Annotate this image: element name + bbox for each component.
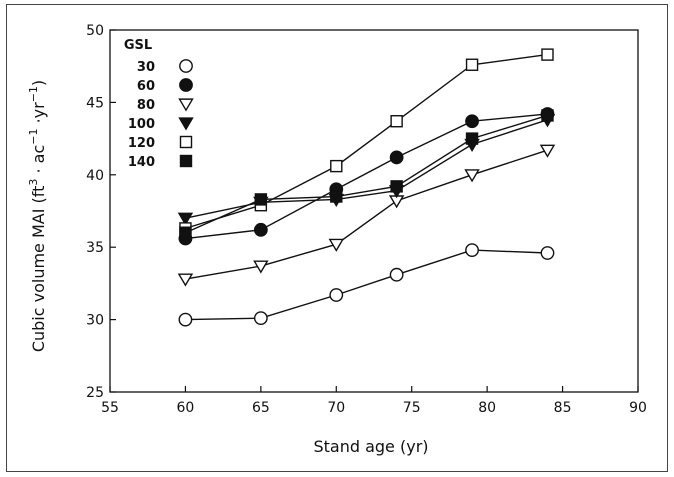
data-point-gsl-140 — [541, 109, 554, 122]
x-tick-label: 90 — [629, 400, 647, 416]
data-point-gsl-140 — [179, 226, 192, 239]
plot-border — [109, 29, 639, 393]
figure-frame — [6, 4, 668, 472]
legend-label-gsl-30: 30 — [137, 60, 155, 75]
x-tick-label: 85 — [554, 400, 572, 416]
data-point-gsl-60 — [389, 150, 404, 165]
series-line-gsl-140 — [185, 114, 548, 234]
legend-label-gsl-120: 120 — [128, 136, 155, 151]
axes: 55 60 65 70 75 80 85 90 25 30 35 40 45 50 — [86, 23, 647, 416]
y-tick-label: 45 — [86, 95, 104, 111]
data-point-gsl-120 — [390, 115, 403, 128]
legend-marker-gsl-30 — [179, 59, 193, 73]
y-tick-label: 50 — [86, 23, 104, 39]
y-tick-label: 30 — [86, 313, 104, 329]
legend-marker-gsl-140 — [179, 154, 193, 168]
series-lines — [185, 53, 548, 321]
data-point-gsl-80 — [464, 169, 480, 183]
x-tick-label: 80 — [478, 400, 496, 416]
data-point-gsl-140 — [465, 132, 479, 145]
data-point-gsl-100 — [177, 212, 194, 226]
data-point-gsl-80 — [539, 144, 556, 158]
series-line-gsl-100 — [185, 119, 548, 219]
y-axis-title-mid2: ·yr — [29, 102, 48, 129]
legend-marker-gsl-60 — [179, 78, 193, 92]
data-point-gsl-80 — [328, 238, 345, 252]
legend-label-gsl-140: 140 — [128, 155, 155, 170]
legend-marker-gsl-120 — [179, 135, 193, 149]
data-point-gsl-140 — [390, 180, 403, 193]
data-point-gsl-120 — [330, 159, 343, 173]
y-axis-title-mid: · ac — [29, 145, 48, 179]
y-axis-title-sup3: −1 — [27, 86, 40, 102]
series-line-gsl-30 — [185, 249, 548, 321]
y-axis-title-end: ) — [29, 80, 48, 86]
x-tick-label: 65 — [252, 400, 270, 416]
x-tick-label: 75 — [403, 400, 421, 416]
data-point-gsl-120 — [541, 48, 554, 61]
data-point-gsl-30 — [253, 311, 268, 326]
series-line-gsl-80 — [185, 149, 548, 280]
data-point-gsl-120 — [465, 58, 479, 71]
data-point-gsl-80 — [177, 273, 194, 287]
legend-marker-gsl-80 — [178, 98, 194, 112]
legend-marker-gsl-100 — [178, 117, 194, 131]
legend-label-gsl-100: 100 — [128, 117, 155, 132]
y-axis-title: Cubic volume MAI (ft3 · ac−1 ·yr−1) — [27, 80, 48, 352]
data-point-gsl-60 — [253, 222, 268, 237]
legend-label-gsl-60: 60 — [137, 79, 155, 94]
legend-title: GSL — [124, 38, 152, 53]
y-axis-title-main: Cubic volume MAI (ft — [29, 186, 48, 353]
y-tick-label: 35 — [86, 240, 104, 256]
y-axis-title-sup2: −1 — [27, 129, 40, 145]
legend-label-gsl-80: 80 — [137, 98, 155, 113]
y-axis-title-sup1: 3 — [27, 179, 40, 186]
data-point-gsl-30 — [465, 243, 479, 257]
x-tick-label: 60 — [177, 400, 195, 416]
legend: GSL 30 60 80 100 120 140 — [124, 38, 194, 170]
x-axis-title: Stand age (yr) — [313, 437, 428, 456]
data-point-gsl-80 — [253, 260, 269, 274]
x-tick-label: 55 — [101, 400, 119, 416]
data-point-gsl-30 — [540, 246, 555, 260]
x-tick-label: 70 — [327, 400, 345, 416]
data-point-gsl-30 — [178, 312, 193, 327]
data-point-gsl-60 — [465, 114, 479, 129]
y-tick-label: 25 — [86, 385, 104, 401]
series-markers — [177, 48, 556, 327]
series-line-gsl-60 — [185, 113, 548, 240]
data-point-gsl-140 — [330, 190, 343, 203]
series-line-gsl-120 — [185, 53, 548, 230]
data-point-gsl-30 — [389, 267, 404, 282]
data-point-gsl-30 — [329, 288, 344, 302]
y-tick-label: 40 — [86, 168, 104, 184]
data-point-gsl-140 — [254, 193, 268, 206]
